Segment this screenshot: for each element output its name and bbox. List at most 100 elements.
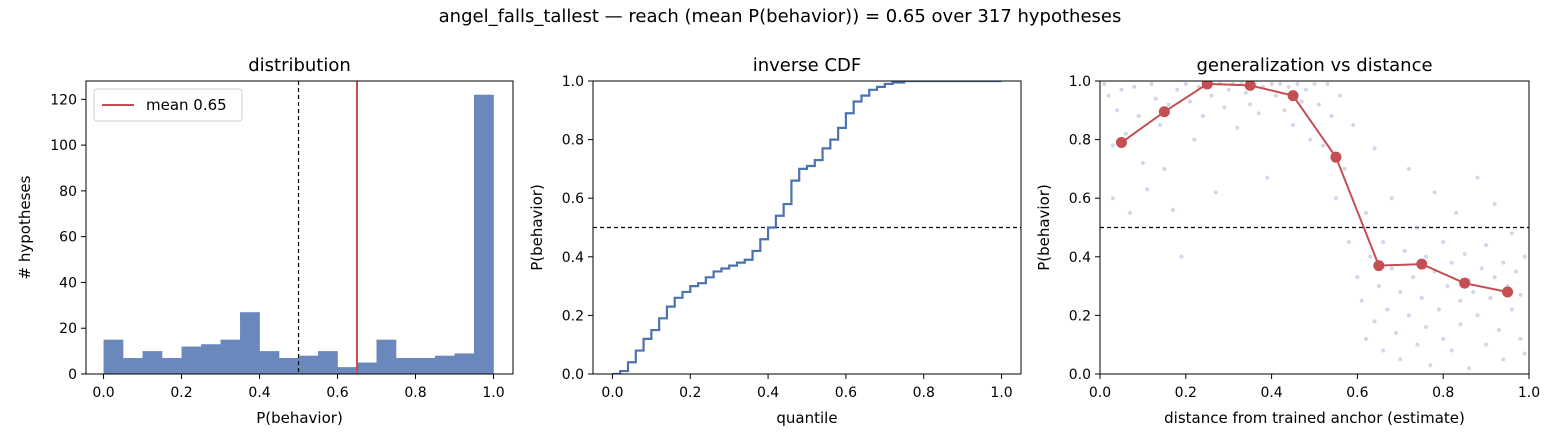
scatter-point xyxy=(1445,284,1450,289)
x-tick-label: 0.6 xyxy=(835,385,857,401)
scatter-point xyxy=(1153,96,1158,101)
histogram-bar xyxy=(298,355,319,374)
scatter-point xyxy=(1496,328,1501,333)
scatter-point xyxy=(1522,351,1527,356)
scatter-point xyxy=(1389,196,1394,201)
axes-frame xyxy=(85,80,514,375)
scatter-point xyxy=(1175,87,1180,92)
scatter-point xyxy=(1509,307,1514,312)
scatter-point xyxy=(1372,146,1377,151)
scatter-point xyxy=(1265,175,1270,180)
binned-mean-marker xyxy=(1158,106,1170,118)
histogram-bar xyxy=(415,357,436,374)
histogram-bar xyxy=(337,367,358,374)
scatter-point xyxy=(1291,122,1296,127)
scatter-point xyxy=(1458,298,1463,303)
scatter-point xyxy=(1102,81,1107,86)
x-tick-label: 0.4 xyxy=(1260,385,1282,401)
y-axis-label: # hypotheses xyxy=(16,175,34,279)
scatter-point xyxy=(1188,99,1193,104)
y-tick-label: 120 xyxy=(50,92,77,108)
scatter-point xyxy=(1140,161,1145,166)
x-tick-label: 0.2 xyxy=(1175,385,1197,401)
scatter-point xyxy=(1492,202,1497,207)
histogram-bar xyxy=(318,351,338,374)
histogram-bar xyxy=(162,357,182,374)
histogram-bar xyxy=(103,339,124,374)
scatter-point xyxy=(1424,325,1429,330)
scatter-point xyxy=(1415,342,1420,347)
scatter-point xyxy=(1368,254,1373,259)
scatter-point xyxy=(1110,196,1115,201)
scatter-point xyxy=(1273,93,1278,98)
scatter-point xyxy=(1158,122,1163,127)
scatter-point xyxy=(1363,210,1368,215)
y-axis-label: P(behavior) xyxy=(1035,184,1053,271)
scatter-point xyxy=(1162,166,1167,171)
scatter-point xyxy=(1406,166,1411,171)
y-tick-label: 1.0 xyxy=(1069,74,1091,90)
scatter-point xyxy=(1432,190,1437,195)
scatter-point xyxy=(1128,210,1133,215)
scatter-point xyxy=(1170,207,1175,212)
y-tick-label: 0.4 xyxy=(562,250,584,266)
scatter-point xyxy=(1303,87,1308,92)
scatter-point xyxy=(1466,366,1471,371)
scatter-point xyxy=(1484,342,1489,347)
histogram-bar xyxy=(454,353,475,374)
x-tick-label: 0.0 xyxy=(92,385,114,401)
panel-title: inverse CDF xyxy=(753,55,862,76)
histogram-bar xyxy=(435,355,455,374)
scatter-point xyxy=(1449,260,1454,265)
histogram-bar xyxy=(201,344,221,374)
scatter-point xyxy=(1484,243,1489,248)
x-tick-label: 1.0 xyxy=(990,385,1012,401)
y-tick-label: 1.0 xyxy=(562,74,584,90)
histogram-bar xyxy=(376,339,397,374)
scatter-point xyxy=(1286,84,1291,89)
scatter-point xyxy=(1454,210,1459,215)
figure-title: angel_falls_tallest — reach (mean P(beha… xyxy=(438,6,1122,27)
y-tick-label: 0.6 xyxy=(562,191,584,207)
scatter-point xyxy=(1419,295,1424,300)
axes-frame xyxy=(592,80,1022,375)
scatter-point xyxy=(1235,125,1240,130)
x-axis-label: quantile xyxy=(776,409,837,427)
scatter-point xyxy=(1299,99,1304,104)
binned-mean-marker xyxy=(1115,137,1127,149)
scatter-point xyxy=(1398,289,1403,294)
panel-title: generalization vs distance xyxy=(1196,55,1432,76)
scatter-point xyxy=(1312,81,1317,86)
binned-mean-marker xyxy=(1330,151,1342,163)
scatter-point xyxy=(1321,143,1326,148)
scatter-point xyxy=(1359,298,1364,303)
histogram-bar xyxy=(357,362,377,374)
x-tick-label: 0.8 xyxy=(404,385,426,401)
scatter-point xyxy=(1406,313,1411,318)
scatter-point xyxy=(1136,114,1141,119)
scatter-point xyxy=(1449,348,1454,353)
scatter-point xyxy=(1372,319,1377,324)
scatter-point xyxy=(1316,102,1321,107)
scatter-point xyxy=(1428,363,1433,368)
x-tick-label: 1.0 xyxy=(482,385,504,401)
scatter-point xyxy=(1110,143,1115,148)
scatter-point xyxy=(1123,131,1128,136)
scatter-point xyxy=(1462,251,1467,256)
scatter-point xyxy=(1501,260,1506,265)
x-axis-label: P(behavior) xyxy=(256,409,343,427)
scatter-point xyxy=(1402,248,1407,253)
scatter-point xyxy=(1149,81,1154,86)
scatter-point xyxy=(1501,357,1506,362)
y-tick-label: 40 xyxy=(59,275,77,291)
scatter-point xyxy=(1394,330,1399,335)
scatter-point xyxy=(1346,240,1351,245)
histogram-bar xyxy=(279,357,299,374)
scatter-point xyxy=(1363,336,1368,341)
x-tick-label: 0.4 xyxy=(757,385,779,401)
x-tick-label: 1.0 xyxy=(1518,385,1540,401)
histogram-bar xyxy=(396,357,416,374)
x-tick-label: 0.6 xyxy=(326,385,348,401)
plot-area-2 xyxy=(1100,81,1529,371)
scatter-point xyxy=(1381,348,1386,353)
